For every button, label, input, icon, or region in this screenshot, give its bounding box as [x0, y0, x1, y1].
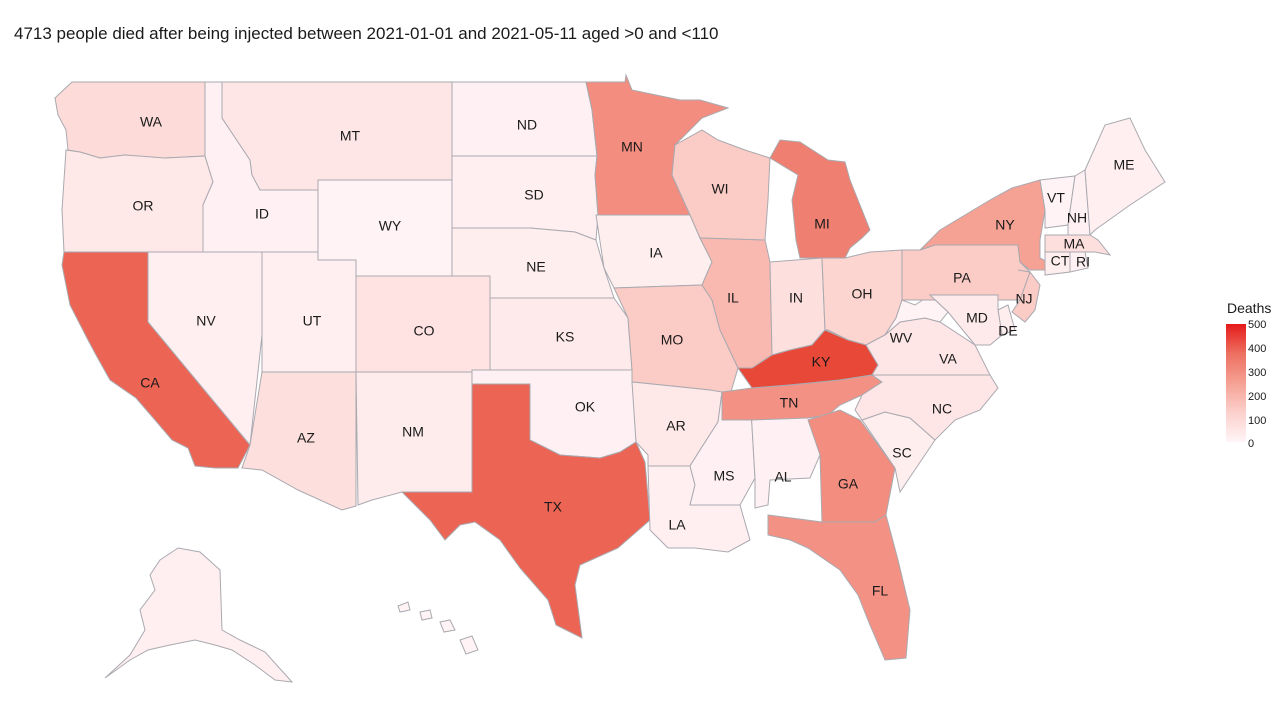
- state-label-la: LA: [668, 517, 686, 533]
- legend-tick-0: 0: [1248, 438, 1255, 450]
- legend-tick-400: 400: [1248, 343, 1267, 355]
- legend-color-bar: [1226, 324, 1246, 442]
- state-nc: [854, 374, 999, 441]
- legend: Deaths 500 400 300 200 100 0: [1222, 300, 1280, 460]
- state-label-fl: FL: [872, 583, 889, 599]
- state-vt: [1039, 175, 1076, 229]
- state-label-ne: NE: [526, 259, 545, 275]
- state-label-sd: SD: [524, 187, 543, 203]
- state-label-md: MD: [966, 310, 988, 326]
- state-label-al: AL: [774, 469, 791, 485]
- state-label-wy: WY: [379, 218, 402, 234]
- state-md: [928, 294, 1003, 346]
- state-label-ca: CA: [140, 375, 160, 391]
- state-label-nm: NM: [402, 424, 424, 440]
- legend-title: Deaths: [1227, 300, 1272, 316]
- state-label-ma: MA: [1064, 236, 1086, 252]
- state-label-ct: CT: [1051, 253, 1070, 269]
- state-mt: [221, 81, 453, 191]
- state-fl: [767, 514, 911, 661]
- state-label-vt: VT: [1047, 190, 1065, 206]
- state-ak: [104, 547, 294, 683]
- state-hi-island: [439, 619, 456, 633]
- state-mn: [585, 73, 730, 216]
- state-label-ny: NY: [995, 217, 1015, 233]
- state-label-wv: WV: [890, 330, 913, 346]
- state-label-wi: WI: [711, 181, 728, 197]
- state-hi: [397, 601, 411, 613]
- state-label-in: IN: [789, 290, 803, 306]
- state-label-mo: MO: [661, 332, 684, 348]
- state-label-az: AZ: [297, 430, 315, 446]
- state-hi-island: [459, 635, 479, 655]
- state-label-nj: NJ: [1015, 291, 1032, 307]
- state-label-or: OR: [133, 198, 154, 214]
- state-label-me: ME: [1114, 157, 1135, 173]
- state-nv: [147, 251, 263, 447]
- state-label-ga: GA: [838, 476, 859, 492]
- state-label-sc: SC: [892, 445, 911, 461]
- state-wa: [54, 81, 206, 159]
- state-label-ok: OK: [575, 399, 596, 415]
- state-label-nc: NC: [932, 401, 952, 417]
- state-nj: [1011, 269, 1041, 323]
- state-label-il: IL: [727, 290, 739, 306]
- legend-tick-500: 500: [1248, 319, 1267, 331]
- legend-tick-200: 200: [1248, 391, 1267, 403]
- legend-tick-300: 300: [1248, 367, 1267, 379]
- state-label-mi: MI: [814, 216, 830, 232]
- state-label-ky: KY: [812, 354, 831, 370]
- state-label-id: ID: [255, 206, 269, 222]
- state-ne: [451, 227, 615, 299]
- state-mi: [769, 139, 871, 259]
- map-title: 4713 people died after being injected be…: [14, 24, 719, 43]
- state-label-va: VA: [939, 351, 957, 367]
- state-label-ms: MS: [714, 468, 735, 484]
- state-ri: [1069, 251, 1089, 273]
- state-label-nh: NH: [1067, 210, 1087, 226]
- state-label-co: CO: [414, 323, 435, 339]
- state-ny: [919, 179, 1063, 271]
- state-label-wa: WA: [140, 114, 163, 130]
- state-label-ar: AR: [666, 418, 685, 434]
- state-az: [241, 371, 357, 511]
- state-label-ks: KS: [556, 329, 575, 345]
- state-label-de: DE: [998, 323, 1017, 339]
- state-label-ri: RI: [1076, 254, 1090, 270]
- state-label-ia: IA: [649, 245, 663, 261]
- state-wi: [671, 129, 771, 241]
- state-label-tx: TX: [544, 499, 563, 515]
- state-label-ut: UT: [303, 313, 322, 329]
- state-hi-island: [419, 609, 433, 621]
- state-label-nd: ND: [517, 117, 537, 133]
- state-label-oh: OH: [852, 286, 873, 302]
- state-label-mt: MT: [340, 128, 361, 144]
- state-label-pa: PA: [953, 270, 971, 286]
- legend-tick-100: 100: [1248, 415, 1267, 427]
- state-label-tn: TN: [780, 395, 799, 411]
- state-me: [1084, 117, 1166, 237]
- state-tx: [400, 383, 651, 639]
- state-label-mn: MN: [621, 139, 643, 155]
- state-label-nv: NV: [196, 313, 216, 329]
